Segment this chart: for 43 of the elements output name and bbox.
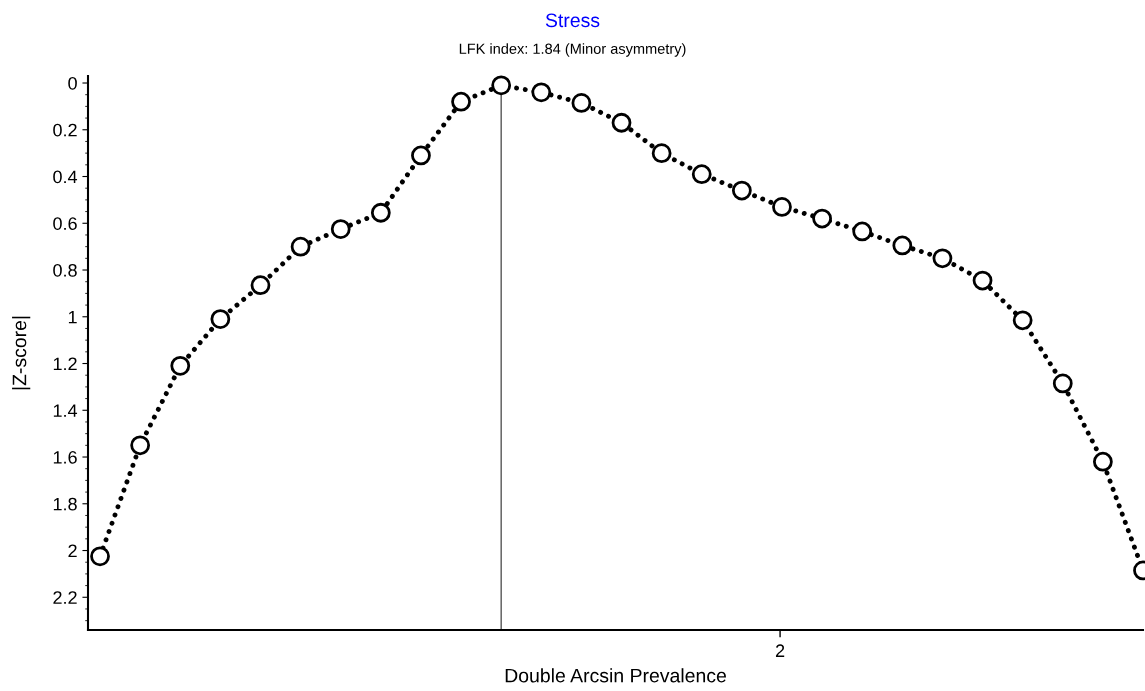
- point: [691, 164, 712, 185]
- point: [451, 91, 471, 112]
- point: [90, 546, 110, 567]
- y-tick-label: 1.8: [53, 497, 77, 511]
- point: [130, 435, 151, 456]
- point: [852, 221, 873, 242]
- y-tick-label: 2.2: [53, 591, 77, 604]
- point: [571, 92, 592, 113]
- point: [330, 219, 351, 239]
- point: [491, 75, 512, 96]
- y-tick-label: 0.2: [53, 123, 77, 137]
- point: [972, 270, 993, 291]
- point: [531, 82, 552, 103]
- point: [370, 202, 391, 223]
- text: 2: [775, 644, 785, 657]
- y-axis-title: |Z-score|: [12, 316, 31, 390]
- y-tick-label: 2: [68, 544, 77, 558]
- point: [1012, 310, 1033, 331]
- point: [250, 275, 271, 296]
- point: [1052, 373, 1073, 394]
- y-tick-label: 0.8: [53, 263, 77, 277]
- point: [611, 112, 632, 133]
- y-tick-label: 1: [68, 310, 77, 324]
- chart-title: Stress: [545, 13, 600, 28]
- point: [210, 309, 231, 329]
- y-tick-label: 0.6: [53, 217, 77, 230]
- x-axis-title: Double Arcsin Prevalence: [505, 668, 726, 683]
- y-tick-label: 1.6: [53, 450, 77, 464]
- point: [290, 236, 311, 257]
- point: [812, 208, 832, 229]
- y-tick-label: 1.2: [53, 357, 77, 371]
- point: [731, 180, 752, 201]
- point: [772, 197, 792, 217]
- point: [1092, 451, 1113, 472]
- y-tick-label: 0.4: [53, 170, 78, 184]
- point: [170, 355, 191, 376]
- y-tick-label: 1.4: [53, 404, 78, 417]
- chart-subtitle: LFK index: 1.84 (Minor asymmetry): [459, 43, 686, 57]
- point: [892, 235, 913, 256]
- point: [411, 145, 431, 166]
- point: [932, 248, 953, 269]
- y-tick-label: 0: [68, 76, 77, 90]
- point: [651, 143, 672, 164]
